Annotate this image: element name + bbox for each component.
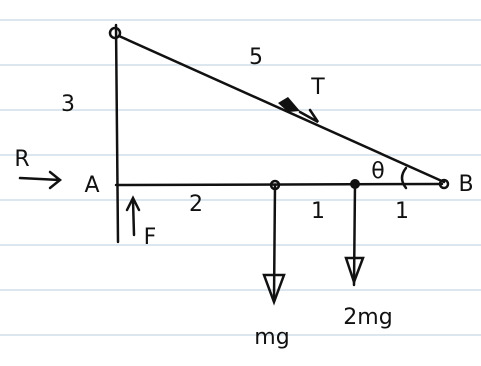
reaction-label: R <box>14 147 29 172</box>
segment-label: 2 <box>189 192 203 217</box>
hypotenuse-label: 5 <box>249 45 263 70</box>
tension-label: T <box>310 75 325 100</box>
segment-label: 1 <box>395 199 409 224</box>
segment-label: 1 <box>311 199 325 224</box>
point-b-label: B <box>458 172 473 197</box>
height-label: 3 <box>61 92 75 117</box>
weight-label: 2mg <box>343 305 392 330</box>
ruled-lines <box>0 20 481 335</box>
friction-label: F <box>144 225 157 250</box>
weight-label: mg <box>254 325 289 350</box>
angle-label: θ <box>371 159 384 184</box>
diagram: 5 3 T R A 2 1 1 θ B F mg 2mg <box>0 0 481 366</box>
point-a-label: A <box>84 173 99 198</box>
